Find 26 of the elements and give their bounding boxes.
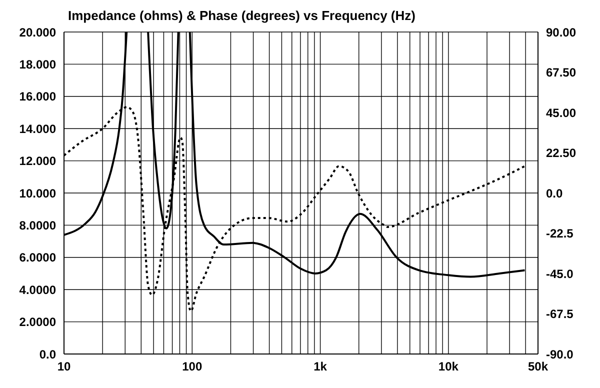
y-tick-label: 8.0000 (19, 218, 56, 232)
y-tick-label: 16.000 (19, 90, 56, 104)
y-tick-label: 12.000 (19, 154, 56, 168)
y2-tick-label: -22.5 (546, 226, 574, 241)
y2-tick-label: 22.50 (546, 146, 576, 160)
y-tick-label: 6.0000 (19, 250, 56, 265)
y-tick-label: 2.0000 (19, 315, 56, 330)
y2-tick-label: -67.5 (546, 307, 574, 322)
chart-title: Impedance (ohms) & Phase (degrees) vs Frequency (Hz) (67, 8, 416, 25)
y2-tick-label: 0.0 (546, 186, 564, 200)
y2-tick-label: 45.00 (546, 106, 576, 120)
x-tick-label: 10k (438, 360, 459, 374)
x-tick-label: 50k (528, 360, 548, 374)
y-tick-label: 18.000 (19, 57, 56, 72)
y2-tick-label: 67.50 (546, 66, 576, 80)
y2-tick-label: 90.00 (546, 25, 576, 40)
y2-tick-label: -90.0 (546, 347, 574, 362)
y-tick-label: 10.000 (19, 186, 56, 200)
y-tick-label: 0.0 (39, 347, 56, 362)
y-tick-label: 4.0000 (19, 282, 56, 297)
x-tick-label: 100 (182, 360, 202, 374)
x-tick-label: 1k (314, 360, 328, 374)
x-tick-label: 10 (57, 360, 71, 374)
y-tick-label: 14.000 (19, 122, 56, 136)
y-tick-label: 20.000 (19, 25, 56, 40)
y2-tick-label: -45.0 (546, 266, 574, 281)
